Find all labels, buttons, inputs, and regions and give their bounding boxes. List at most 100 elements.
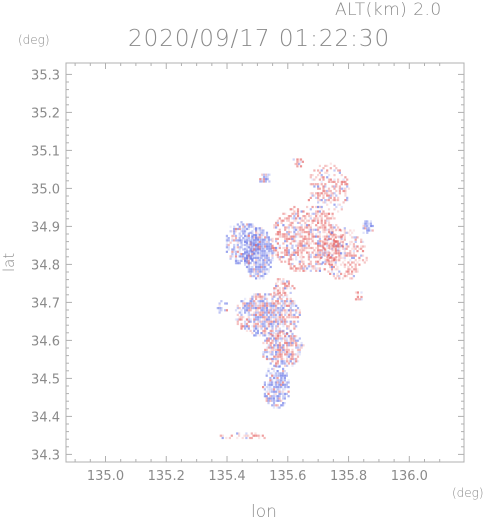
velocity-cell	[251, 295, 254, 298]
velocity-cell	[256, 434, 259, 437]
velocity-cell	[364, 222, 367, 225]
velocity-cell	[238, 250, 241, 253]
velocity-cell	[265, 341, 269, 345]
velocity-cell	[251, 307, 254, 310]
velocity-cell	[249, 237, 252, 240]
velocity-cell	[315, 267, 318, 270]
velocity-cell	[321, 245, 324, 248]
velocity-cell	[284, 253, 287, 256]
velocity-cell	[322, 194, 325, 197]
velocity-cell	[267, 250, 270, 253]
velocity-cell	[296, 316, 300, 319]
velocity-cell	[276, 289, 279, 292]
velocity-cell	[244, 237, 247, 240]
velocity-cell	[234, 239, 238, 242]
velocity-cell	[338, 270, 341, 273]
velocity-cell	[276, 376, 279, 380]
velocity-cell	[278, 332, 281, 335]
velocity-cell	[295, 360, 298, 363]
velocity-cell	[269, 302, 272, 305]
velocity-cell	[271, 256, 274, 259]
velocity-cell	[293, 327, 296, 330]
velocity-cell	[306, 251, 309, 254]
velocity-cell	[267, 268, 270, 271]
velocity-cell	[347, 245, 350, 248]
velocity-cell	[272, 370, 276, 373]
velocity-cell	[360, 238, 363, 241]
velocity-cell	[269, 362, 272, 365]
velocity-cell	[264, 272, 267, 275]
velocity-cell	[233, 230, 236, 233]
velocity-cell	[244, 230, 247, 233]
velocity-cell	[249, 272, 252, 275]
velocity-cell	[229, 225, 232, 228]
velocity-cell	[286, 246, 289, 250]
velocity-cell	[265, 386, 268, 389]
velocity-cell	[264, 322, 267, 326]
velocity-cell	[247, 225, 250, 228]
velocity-cell	[309, 226, 312, 229]
velocity-cell	[327, 251, 331, 254]
velocity-cell	[271, 404, 274, 407]
velocity-cell	[306, 226, 309, 229]
velocity-cell	[287, 351, 290, 354]
velocity-cell	[252, 434, 255, 437]
velocity-cell	[298, 160, 301, 163]
velocity-cell	[267, 370, 270, 373]
velocity-cell	[234, 250, 238, 253]
velocity-cell	[240, 311, 243, 314]
velocity-cell	[299, 158, 303, 161]
velocity-cell	[234, 318, 238, 321]
velocity-cell	[247, 254, 250, 257]
velocity-cell	[260, 231, 263, 234]
velocity-cell	[262, 320, 265, 323]
velocity-cell	[330, 259, 334, 262]
velocity-cell	[271, 397, 274, 400]
velocity-cell	[264, 339, 267, 342]
velocity-cell	[354, 259, 357, 262]
velocity-cell	[251, 332, 254, 335]
velocity-cell	[284, 212, 287, 215]
velocity-cell	[251, 232, 254, 235]
velocity-cell	[327, 187, 331, 190]
velocity-cell	[284, 240, 287, 243]
velocity-cell	[307, 233, 310, 236]
velocity-cell	[269, 397, 272, 400]
velocity-cell	[256, 318, 259, 321]
velocity-cell	[343, 275, 346, 278]
velocity-cell	[265, 304, 269, 307]
velocity-cell	[253, 275, 256, 278]
velocity-cell	[300, 217, 303, 220]
velocity-cell	[234, 255, 238, 258]
velocity-cell	[276, 357, 279, 361]
velocity-cell	[256, 311, 259, 314]
x-tick-label: 135.8	[330, 469, 367, 484]
velocity-cell	[358, 259, 361, 262]
velocity-cell	[256, 300, 259, 303]
velocity-cell	[275, 240, 278, 243]
velocity-cell	[276, 233, 279, 236]
velocity-cell	[258, 313, 261, 316]
velocity-cell	[218, 309, 221, 312]
velocity-cell	[260, 236, 263, 239]
velocity-cell	[289, 355, 292, 358]
velocity-cell	[362, 227, 365, 230]
velocity-cell	[317, 262, 320, 266]
velocity-cell	[220, 309, 223, 312]
velocity-cell	[253, 225, 256, 228]
velocity-cell	[296, 160, 299, 163]
velocity-cell	[330, 263, 334, 266]
velocity-cell	[326, 228, 329, 231]
velocity-cell	[267, 240, 270, 243]
x-tick-label: 136.0	[391, 469, 428, 484]
velocity-cell	[261, 178, 264, 181]
velocity-cell	[260, 245, 263, 248]
velocity-cell	[298, 217, 301, 220]
velocity-cell	[260, 270, 263, 273]
velocity-cell	[289, 344, 292, 347]
velocity-cell	[311, 178, 314, 181]
velocity-cell	[296, 231, 300, 234]
velocity-cell	[251, 275, 254, 278]
velocity-cell	[262, 175, 266, 179]
y-tick-label: 34.8	[31, 258, 60, 273]
